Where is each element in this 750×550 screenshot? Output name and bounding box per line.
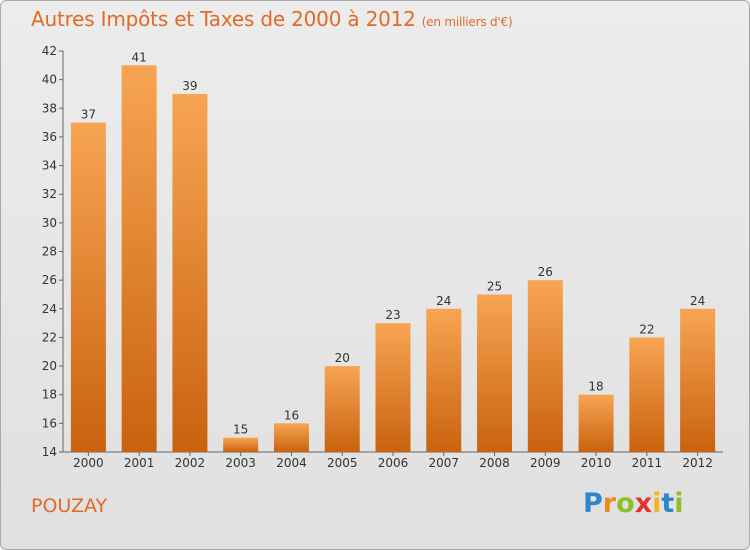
logo-letter-0: P: [583, 488, 603, 519]
data-label-2004: 16: [284, 408, 299, 422]
data-label-2003: 15: [233, 423, 248, 437]
chart-title-text: Autres Impôts et Taxes de 2000 à 2012: [31, 7, 416, 31]
data-label-2008: 25: [487, 279, 502, 293]
bar-2007: [426, 308, 462, 452]
bars: [70, 65, 716, 453]
y-tick-label: 22: [42, 330, 57, 344]
axes: 14 16 18 20 22 24 26 28 30 32 34 36 38 40 42 2000 2001 20…: [42, 44, 723, 470]
bar-2010: [578, 394, 614, 452]
bar-2009: [527, 280, 563, 452]
x-tick-label-2006: 2006: [378, 456, 409, 470]
y-tick-label: 16: [42, 416, 57, 430]
bar-2000: [70, 122, 106, 452]
bar-2008: [477, 294, 513, 452]
y-tick-label: 32: [42, 187, 57, 201]
y-tick-label: 18: [42, 388, 57, 402]
data-label-2009: 26: [538, 265, 553, 279]
y-tick-label: 42: [42, 44, 57, 58]
data-label-2001: 41: [132, 50, 147, 64]
x-tick-label-2011: 2011: [632, 456, 663, 470]
data-label-2012: 24: [690, 294, 705, 308]
proxiti-logo: Proxiti: [583, 488, 684, 519]
bar-2011: [629, 337, 665, 452]
logo-letter-3: x: [634, 488, 653, 519]
chart-unit: (en milliers d'€): [421, 15, 513, 29]
x-tick-label-2007: 2007: [428, 456, 459, 470]
logo-letter-2: o: [616, 488, 635, 519]
chart-title: Autres Impôts et Taxes de 2000 à 2012 (en…: [31, 7, 513, 31]
y-tick-label: 38: [42, 101, 57, 115]
bar-2012: [680, 308, 716, 452]
y-tick-label: 20: [42, 359, 57, 373]
logo-letter-6: i: [674, 488, 684, 519]
x-tick-label-2009: 2009: [530, 456, 561, 470]
data-label-2006: 23: [385, 308, 400, 322]
bar-2003: [223, 437, 259, 452]
data-label-2007: 24: [436, 294, 451, 308]
bar-2002: [172, 93, 208, 452]
logo-letter-5: t: [661, 488, 675, 519]
x-tick-label-2005: 2005: [327, 456, 358, 470]
x-tick-label-2004: 2004: [276, 456, 307, 470]
bar-2001: [121, 65, 157, 453]
data-label-2002: 39: [182, 79, 197, 93]
y-tick-label: 26: [42, 273, 57, 287]
x-tick-label-2000: 2000: [73, 456, 104, 470]
x-tick-label-2001: 2001: [124, 456, 155, 470]
logo-letter-4: i: [652, 488, 662, 519]
data-label-2005: 20: [335, 351, 350, 365]
x-tick-label-2008: 2008: [479, 456, 510, 470]
bar-2005: [324, 366, 360, 452]
y-tick-label: 40: [42, 73, 57, 87]
y-tick-label: 28: [42, 245, 57, 259]
x-tick-label-2012: 2012: [682, 456, 713, 470]
commune-name: POUZAY: [31, 495, 108, 517]
data-label-2000: 37: [81, 108, 96, 122]
y-tick-label: 30: [42, 216, 57, 230]
x-tick-label-2002: 2002: [175, 456, 206, 470]
data-labels: 37 41 39 15 16 20 23 24 25 26 18 22 24: [81, 50, 706, 436]
y-tick-label: 36: [42, 130, 57, 144]
data-label-2011: 22: [639, 322, 654, 336]
y-tick-label: 14: [42, 445, 57, 459]
x-tick-label-2010: 2010: [581, 456, 612, 470]
bar-2004: [273, 423, 309, 452]
data-label-2010: 18: [588, 380, 603, 394]
logo-letter-1: r: [602, 488, 617, 519]
x-tick-label-2003: 2003: [225, 456, 256, 470]
y-tick-label: 24: [42, 302, 57, 316]
y-tick-label: 34: [42, 159, 57, 173]
bar-2006: [375, 323, 411, 452]
